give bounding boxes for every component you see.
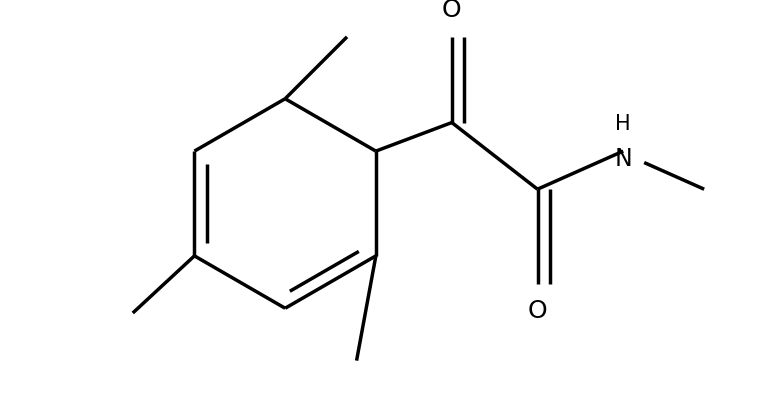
Text: H: H	[615, 114, 631, 135]
Text: O: O	[528, 299, 547, 323]
Text: O: O	[442, 0, 462, 22]
Text: N: N	[615, 147, 632, 171]
